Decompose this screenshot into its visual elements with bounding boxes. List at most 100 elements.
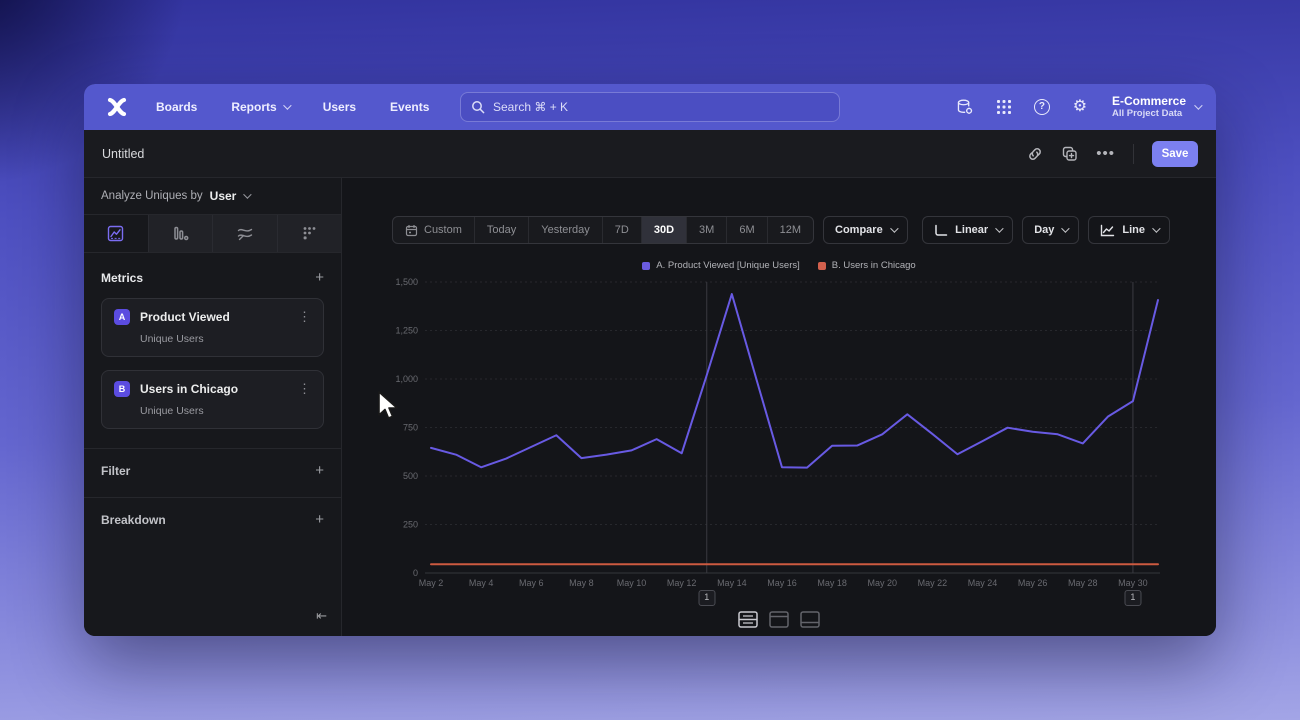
legend-b-swatch	[817, 261, 826, 270]
nav-reports[interactable]: Reports	[231, 100, 292, 114]
metric-b-menu-icon[interactable]: ⋮	[298, 380, 311, 396]
dot-grid-icon	[303, 227, 316, 240]
annotation-badge[interactable]: 1	[1124, 590, 1142, 606]
chevron-down-icon	[1194, 101, 1203, 110]
project-scope: All Project Data	[1111, 108, 1183, 120]
chevron-down-icon	[243, 190, 253, 199]
save-button[interactable]: Save	[1152, 140, 1198, 167]
project-name: E-Commerce	[1111, 93, 1186, 108]
line-chart-icon	[108, 225, 124, 242]
svg-text:May 28: May 28	[1068, 578, 1098, 588]
range-3m[interactable]: 3M	[686, 217, 726, 243]
legend-item-a[interactable]: A. Product Viewed [Unique Users]	[642, 260, 800, 271]
add-metric-button[interactable]: +	[315, 269, 324, 286]
report-title-bar: Untitled ••• Save	[84, 130, 1216, 178]
nav-events[interactable]: Events	[390, 100, 429, 114]
scale-label: Linear	[955, 224, 989, 236]
interval-dropdown[interactable]: Day	[1022, 216, 1080, 244]
chart-type-label: Line	[1122, 224, 1145, 236]
metric-a-badge: A	[114, 309, 130, 325]
metric-card-b[interactable]: B Users in Chicago ⋮ Unique Users	[101, 370, 324, 429]
add-filter-button[interactable]: +	[315, 462, 324, 479]
svg-text:May 22: May 22	[918, 578, 948, 588]
svg-text:1,000: 1,000	[395, 374, 418, 384]
metrics-section: Metrics + A Product Viewed ⋮ Unique User…	[84, 253, 341, 429]
calendar-icon	[405, 224, 418, 236]
svg-text:May 20: May 20	[867, 578, 897, 588]
apps-grid-icon[interactable]	[995, 98, 1013, 116]
nav-boards[interactable]: Boards	[156, 100, 197, 114]
svg-text:750: 750	[403, 423, 418, 433]
svg-text:May 26: May 26	[1018, 578, 1048, 588]
tab-flow-chart[interactable]	[212, 215, 277, 252]
metric-b-aggregation[interactable]: Unique Users	[140, 405, 204, 417]
layout-rows-icon[interactable]	[737, 610, 759, 629]
tab-line-chart[interactable]	[84, 215, 148, 252]
linear-axis-icon	[935, 224, 948, 236]
metric-card-a[interactable]: A Product Viewed ⋮ Unique Users	[101, 298, 324, 357]
legend-a-swatch	[642, 261, 651, 270]
compare-button[interactable]: Compare	[823, 216, 908, 244]
analyze-prefix: Analyze Uniques by	[101, 190, 203, 202]
nav-users-label: Users	[322, 100, 357, 114]
svg-text:May 12: May 12	[667, 578, 697, 588]
data-management-icon[interactable]	[956, 98, 974, 116]
svg-text:1,250: 1,250	[395, 326, 418, 336]
tab-funnel-steps[interactable]	[276, 215, 341, 252]
search-icon	[472, 101, 485, 114]
metric-a-menu-icon[interactable]: ⋮	[298, 308, 311, 324]
nav-users[interactable]: Users	[323, 100, 356, 114]
help-icon[interactable]: ?	[1033, 98, 1050, 115]
more-menu-icon[interactable]: •••	[1096, 145, 1115, 162]
project-selector[interactable]: E-Commerce All Project Data	[1111, 93, 1203, 120]
legend-a-label: A. Product Viewed [Unique Users]	[656, 260, 800, 271]
svg-text:May 2: May 2	[419, 578, 444, 588]
range-30d-label: 30D	[653, 224, 675, 236]
range-today-label: Today	[486, 224, 517, 236]
range-today[interactable]: Today	[473, 217, 528, 243]
range-yesterday-label: Yesterday	[541, 224, 590, 236]
metric-a-aggregation[interactable]: Unique Users	[140, 333, 204, 345]
filter-section: Filter +	[84, 449, 341, 478]
chart-controls: Custom Today Yesterday 7D 30D 3M 6M 12M …	[392, 216, 1170, 244]
metric-b-name: Users in Chicago	[140, 382, 239, 396]
svg-text:May 24: May 24	[968, 578, 998, 588]
range-12m[interactable]: 12M	[766, 217, 813, 243]
svg-text:1,500: 1,500	[395, 277, 418, 287]
report-title[interactable]: Untitled	[102, 146, 145, 161]
search-input[interactable]: Search ⌘ + K	[460, 92, 840, 122]
search-placeholder: Search ⌘ + K	[493, 100, 569, 114]
duplicate-icon[interactable]	[1061, 145, 1078, 162]
layout-bottom-panel-icon[interactable]	[799, 610, 821, 629]
chart-canvas[interactable]: 0 250 500 750 1,000 1,250 1,500 May 2 May 4 May 6…	[342, 178, 1215, 636]
range-3m-label: 3M	[699, 224, 715, 236]
copy-link-icon[interactable]	[1027, 146, 1043, 162]
breakdown-section: Breakdown +	[84, 498, 341, 527]
svg-text:May 10: May 10	[617, 578, 647, 588]
range-30d[interactable]: 30D	[640, 217, 687, 243]
analyze-value-dropdown[interactable]: User	[209, 189, 237, 203]
filter-header: Filter	[101, 463, 131, 478]
metric-b-badge: B	[114, 381, 130, 397]
svg-text:250: 250	[403, 520, 418, 530]
range-custom[interactable]: Custom	[393, 217, 474, 243]
line-chart[interactable]: 0 250 500 750 1,000 1,250 1,500 May 2 May 4 May 6…	[342, 178, 1216, 636]
mixpanel-logo-icon[interactable]	[106, 95, 130, 119]
chevron-down-icon	[282, 101, 292, 110]
legend-item-b[interactable]: B. Users in Chicago	[817, 260, 916, 271]
range-12m-label: 12M	[779, 224, 802, 236]
svg-text:500: 500	[403, 471, 418, 481]
layout-top-panel-icon[interactable]	[768, 610, 790, 629]
add-breakdown-button[interactable]: +	[315, 511, 324, 528]
settings-gear-icon[interactable]: ⚙	[1072, 97, 1088, 115]
range-custom-label: Custom	[424, 224, 462, 236]
tab-bar-chart[interactable]	[147, 215, 212, 252]
scale-dropdown[interactable]: Linear	[922, 216, 1014, 244]
metrics-header: Metrics	[101, 270, 144, 285]
chart-type-dropdown[interactable]: Line	[1088, 216, 1170, 244]
range-yesterday[interactable]: Yesterday	[528, 217, 602, 243]
annotation-badge[interactable]: 1	[698, 590, 716, 606]
collapse-sidebar-icon[interactable]: ⇤	[316, 608, 327, 623]
range-7d[interactable]: 7D	[601, 217, 641, 243]
range-6m[interactable]: 6M	[726, 217, 766, 243]
